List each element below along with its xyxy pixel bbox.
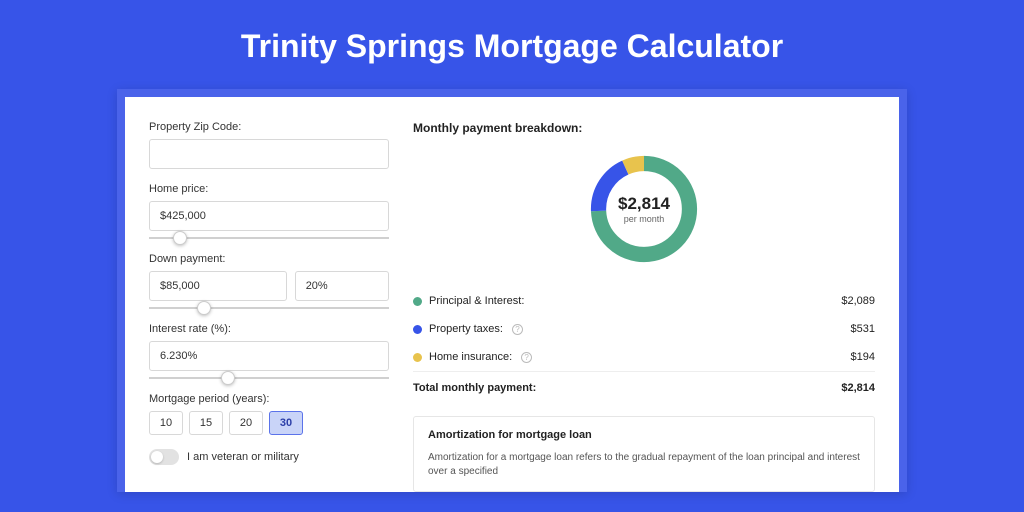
veteran-label: I am veteran or military: [187, 451, 299, 463]
home-price-label: Home price:: [149, 183, 389, 195]
period-button-30[interactable]: 30: [269, 411, 303, 435]
period-label: Mortgage period (years):: [149, 393, 389, 405]
donut-center: $2,814 per month: [584, 149, 704, 269]
zip-field-group: Property Zip Code:: [149, 121, 389, 169]
legend-left: Home insurance:?: [413, 351, 532, 363]
breakdown-panel: Monthly payment breakdown: $2,814 per mo…: [413, 121, 875, 492]
legend-dot: [413, 325, 422, 334]
amortization-text: Amortization for a mortgage loan refers …: [428, 451, 860, 479]
donut-chart: $2,814 per month: [584, 149, 704, 269]
period-button-10[interactable]: 10: [149, 411, 183, 435]
donut-amount: $2,814: [618, 194, 670, 214]
interest-slider[interactable]: [149, 377, 389, 379]
down-payment-slider-thumb[interactable]: [197, 301, 211, 315]
page-title: Trinity Springs Mortgage Calculator: [0, 0, 1024, 89]
period-row: 10152030: [149, 411, 389, 435]
veteran-row: I am veteran or military: [149, 449, 389, 473]
period-button-20[interactable]: 20: [229, 411, 263, 435]
down-payment-label: Down payment:: [149, 253, 389, 265]
amortization-title: Amortization for mortgage loan: [428, 429, 860, 441]
down-payment-row: [149, 271, 389, 301]
veteran-toggle-knob: [151, 451, 163, 463]
zip-label: Property Zip Code:: [149, 121, 389, 133]
down-payment-slider[interactable]: [149, 307, 389, 309]
legend-row: Property taxes:? $531: [413, 315, 875, 343]
total-label: Total monthly payment:: [413, 382, 536, 394]
home-price-input[interactable]: [149, 201, 389, 231]
legend-dot: [413, 353, 422, 362]
legend-label: Property taxes:: [429, 323, 503, 335]
legend-value: $2,089: [841, 295, 875, 307]
period-field-group: Mortgage period (years): 10152030: [149, 393, 389, 435]
donut-wrap: $2,814 per month: [413, 149, 875, 269]
legend-value: $194: [851, 351, 875, 363]
legend-left: Principal & Interest:: [413, 295, 524, 307]
interest-field-group: Interest rate (%):: [149, 323, 389, 379]
interest-input[interactable]: [149, 341, 389, 371]
veteran-toggle[interactable]: [149, 449, 179, 465]
total-row: Total monthly payment: $2,814: [413, 372, 875, 410]
legend-label: Home insurance:: [429, 351, 512, 363]
interest-slider-thumb[interactable]: [221, 371, 235, 385]
zip-input[interactable]: [149, 139, 389, 169]
period-button-15[interactable]: 15: [189, 411, 223, 435]
breakdown-title: Monthly payment breakdown:: [413, 121, 875, 135]
input-panel: Property Zip Code: Home price: Down paym…: [149, 121, 389, 492]
legend-left: Property taxes:?: [413, 323, 523, 335]
amortization-box: Amortization for mortgage loan Amortizat…: [413, 416, 875, 492]
donut-sub: per month: [624, 214, 665, 224]
home-price-slider-thumb[interactable]: [173, 231, 187, 245]
legend-dot: [413, 297, 422, 306]
legend-value: $531: [851, 323, 875, 335]
help-icon[interactable]: ?: [521, 352, 532, 363]
total-value: $2,814: [841, 382, 875, 394]
home-price-field-group: Home price:: [149, 183, 389, 239]
down-payment-percent-input[interactable]: [295, 271, 389, 301]
calculator-card: Property Zip Code: Home price: Down paym…: [125, 97, 899, 492]
legend-label: Principal & Interest:: [429, 295, 524, 307]
calculator-outer-card: Property Zip Code: Home price: Down paym…: [117, 89, 907, 492]
legend-row: Home insurance:? $194: [413, 343, 875, 371]
legend-row: Principal & Interest: $2,089: [413, 287, 875, 315]
legend: Principal & Interest: $2,089 Property taxe…: [413, 287, 875, 371]
help-icon[interactable]: ?: [512, 324, 523, 335]
interest-label: Interest rate (%):: [149, 323, 389, 335]
down-payment-input[interactable]: [149, 271, 287, 301]
home-price-slider[interactable]: [149, 237, 389, 239]
down-payment-field-group: Down payment:: [149, 253, 389, 309]
